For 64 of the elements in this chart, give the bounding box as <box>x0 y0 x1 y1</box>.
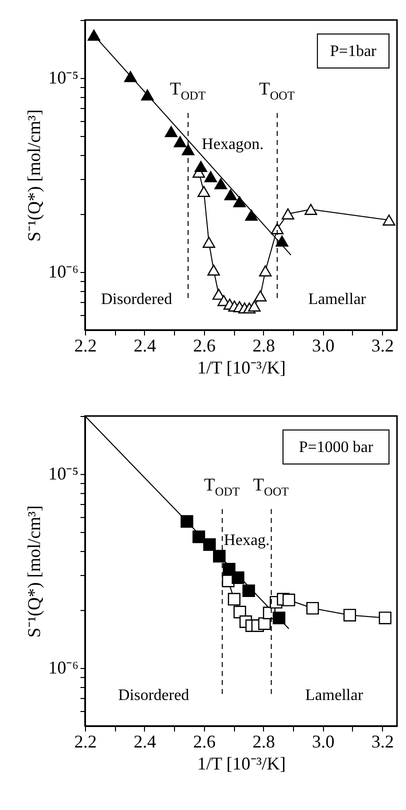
y-axis-title: S⁻¹(Q*) [mol/cm³] <box>24 505 44 638</box>
point <box>141 89 154 100</box>
x-tick-label: 2.4 <box>134 732 156 752</box>
point <box>378 612 392 624</box>
x-tick-label: 2.6 <box>193 732 216 752</box>
x-tick-label: 3.2 <box>371 732 394 752</box>
point <box>282 594 296 606</box>
point <box>242 584 256 598</box>
point <box>272 612 286 624</box>
x-tick-label: 3.0 <box>312 336 334 356</box>
annotation: Disordered <box>101 291 172 308</box>
x-axis-title: 1/T [10⁻³/K] <box>197 358 286 378</box>
point <box>182 144 194 156</box>
x-axis-title: 1/T [10⁻³/K] <box>197 754 286 774</box>
point <box>382 214 396 226</box>
x-tick-label: 2.4 <box>134 336 156 356</box>
x-tick-label: 3.2 <box>371 336 394 356</box>
point <box>204 171 217 182</box>
annotation: P=1000 bar <box>298 439 374 456</box>
point <box>258 617 271 630</box>
point <box>192 530 206 544</box>
y-tick-label: 10⁻⁵ <box>48 464 78 484</box>
x-tick-label: 2.6 <box>193 336 216 356</box>
point <box>124 71 137 82</box>
point <box>282 208 294 220</box>
point <box>343 608 356 622</box>
y-axis-title: S⁻¹(Q*) [mol/cm³] <box>24 109 44 242</box>
annotation: P=1bar <box>330 43 378 60</box>
x-tick-label: 2.8 <box>252 732 276 752</box>
x-tick-label: 2.2 <box>74 336 97 356</box>
point <box>174 136 186 148</box>
annotation: Lamellar <box>308 291 367 308</box>
x-tick-label: 2.8 <box>252 336 276 356</box>
annotation: Disordered <box>118 687 190 704</box>
point <box>276 236 288 247</box>
point <box>306 602 319 615</box>
point <box>270 223 284 234</box>
x-tick-label: 3.0 <box>312 732 334 752</box>
annotation: Hexagon. <box>202 136 264 153</box>
point <box>233 196 246 208</box>
point <box>259 265 272 276</box>
point <box>213 550 226 563</box>
annotation: Hexag. <box>224 532 270 549</box>
point <box>254 290 267 302</box>
y-tick-label: 10⁻⁶ <box>48 657 78 678</box>
point <box>232 571 244 584</box>
point <box>228 592 240 606</box>
point <box>207 264 220 276</box>
point <box>224 189 237 200</box>
point <box>194 160 208 172</box>
annotation: Lamellar <box>305 687 364 704</box>
point <box>214 178 228 190</box>
point <box>88 30 100 41</box>
point <box>180 515 194 528</box>
point <box>304 204 318 215</box>
point <box>202 236 216 248</box>
point <box>198 186 210 197</box>
point <box>248 300 261 312</box>
point <box>203 538 216 551</box>
point <box>164 126 178 138</box>
y-tick-label: 10⁻⁶ <box>48 261 78 282</box>
x-tick-label: 2.2 <box>74 732 97 752</box>
y-tick-label: 10⁻⁵ <box>48 68 78 88</box>
point <box>245 210 258 221</box>
